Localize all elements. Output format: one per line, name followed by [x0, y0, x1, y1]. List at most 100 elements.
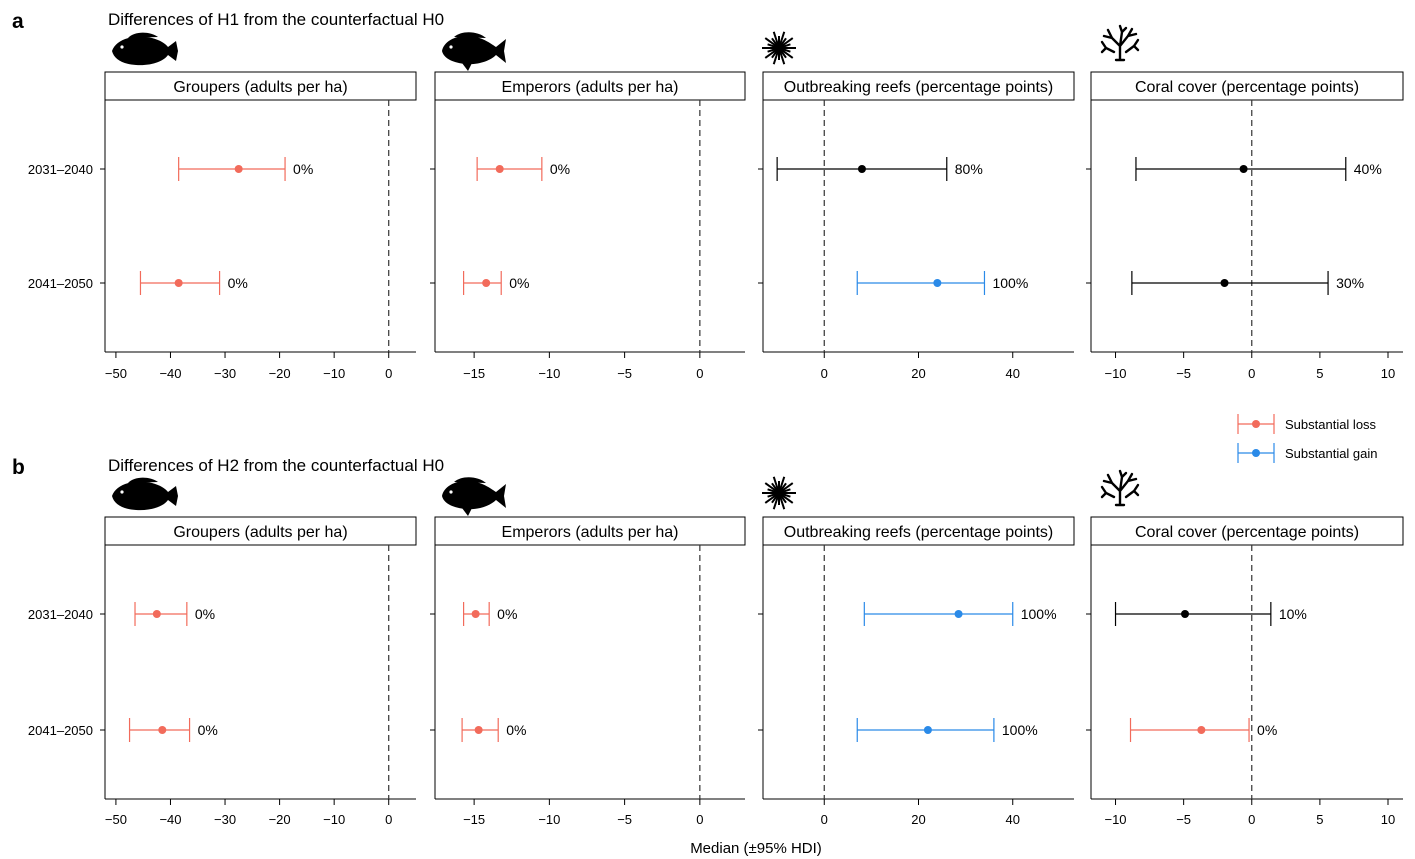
y-tick-label: 2041–2050 — [28, 276, 93, 291]
x-tick-label: 0 — [385, 812, 392, 827]
probability-label: 0% — [509, 275, 529, 291]
median-point — [174, 279, 183, 287]
median-point — [1220, 279, 1229, 287]
subplot-title: Outbreaking reefs (percentage points) — [784, 79, 1053, 96]
x-tick-label: −15 — [463, 366, 485, 381]
grouper-dorsal-fin — [128, 477, 158, 483]
subplot-a-3: Outbreaking reefs (percentage points) 0 20… — [758, 71, 1075, 381]
x-tick-label: 0 — [696, 812, 703, 827]
x-tick-label: 0 — [821, 366, 828, 381]
x-tick-label: −10 — [1104, 812, 1126, 827]
median-point — [152, 610, 161, 618]
grouper-eye — [120, 490, 124, 494]
emperor-icon-b — [442, 477, 506, 516]
x-tick-label: −50 — [105, 366, 127, 381]
subplot-b-3: Outbreaking reefs (percentage points) 0 20… — [758, 516, 1075, 827]
subplot-title: Groupers (adults per ha) — [173, 524, 347, 541]
y-tick-label: 2041–2050 — [28, 723, 93, 738]
x-tick-label: 40 — [1006, 812, 1020, 827]
emperor-body — [442, 35, 506, 65]
x-tick-label: −30 — [214, 366, 236, 381]
subplot-header-box — [104, 71, 417, 101]
panel-letter-a: a — [12, 10, 24, 33]
coral-icon-a — [1100, 24, 1140, 62]
coral-branches — [1100, 469, 1140, 507]
legend-item-loss: Substantial loss — [1237, 414, 1377, 434]
subplot-header-box — [762, 516, 1075, 546]
x-tick-label: −10 — [323, 366, 345, 381]
coral-icon-b — [1100, 469, 1140, 507]
emperor-pelvic-fin — [462, 508, 472, 516]
x-tick-label: 40 — [1006, 366, 1020, 381]
legend-point — [1252, 449, 1260, 457]
subplot-title: Emperors (adults per ha) — [502, 79, 679, 96]
grouper-body — [112, 481, 178, 511]
legend-label: Substantial gain — [1285, 446, 1378, 461]
subplot-title: Emperors (adults per ha) — [502, 524, 679, 541]
emperor-eye — [449, 490, 453, 494]
x-tick-label: −20 — [269, 812, 291, 827]
grouper-eye — [120, 45, 124, 49]
median-point — [471, 610, 480, 618]
legend-label: Substantial loss — [1285, 417, 1377, 432]
x-tick-label: 0 — [1248, 812, 1255, 827]
subplot-title: Groupers (adults per ha) — [173, 79, 347, 96]
emperor-dorsal-fin — [454, 477, 486, 483]
x-tick-label: −20 — [269, 366, 291, 381]
legend-item-gain: Substantial gain — [1237, 443, 1378, 463]
legend-point — [1252, 420, 1260, 428]
probability-label: 80% — [955, 161, 983, 177]
probability-label: 0% — [550, 161, 570, 177]
y-tick-label: 2031–2040 — [28, 607, 93, 622]
median-point — [1181, 610, 1190, 618]
median-point — [158, 726, 167, 734]
starfish-disc — [774, 43, 784, 53]
probability-label: 0% — [228, 275, 248, 291]
x-tick-label: 10 — [1381, 812, 1395, 827]
starfish-icon-b — [762, 476, 796, 510]
median-point — [474, 726, 483, 734]
median-point — [482, 279, 491, 287]
median-point — [954, 610, 963, 618]
x-tick-label: −5 — [617, 812, 632, 827]
starfish-icon-a — [762, 31, 796, 65]
probability-label: 30% — [1336, 275, 1364, 291]
x-tick-label: −30 — [214, 812, 236, 827]
probability-label: 10% — [1279, 606, 1307, 622]
probability-label: 0% — [293, 161, 313, 177]
probability-label: 0% — [195, 606, 215, 622]
x-tick-label: 10 — [1381, 366, 1395, 381]
x-tick-label: −15 — [463, 812, 485, 827]
grouper-icon-a — [112, 32, 178, 66]
subplot-header-box — [434, 71, 746, 101]
x-tick-label: 0 — [821, 812, 828, 827]
subplot-a-4: Coral cover (percentage points) −10 −5 0 5 10… — [1086, 71, 1404, 381]
subplot-header-box — [1090, 71, 1404, 101]
x-axis-label: Median (±95% HDI) — [690, 840, 822, 857]
grouper-icon-b — [112, 477, 178, 511]
x-tick-label: −40 — [159, 812, 181, 827]
probability-label: 100% — [992, 275, 1028, 291]
probability-label: 0% — [1257, 722, 1277, 738]
x-tick-label: 20 — [911, 366, 925, 381]
x-tick-label: −50 — [105, 812, 127, 827]
y-tick-label: 2031–2040 — [28, 162, 93, 177]
emperor-pelvic-fin — [462, 63, 472, 71]
subplot-title: Coral cover (percentage points) — [1135, 79, 1359, 96]
panel-letter-b: b — [12, 456, 25, 479]
x-tick-label: −5 — [1176, 366, 1191, 381]
median-point — [495, 165, 504, 173]
subplots: Groupers (adults per ha)−50 −40 −30 −20 −10 0… — [28, 71, 1404, 827]
subplot-b-2: Emperors (adults per ha) −15 −10 −5 0 0% 0% — [430, 516, 746, 827]
probability-label: 0% — [198, 722, 218, 738]
emperor-eye — [449, 45, 453, 49]
probability-label: 0% — [497, 606, 517, 622]
median-point — [923, 726, 932, 734]
legend: Substantial loss Substantial gain — [1237, 414, 1378, 463]
emperor-body — [442, 480, 506, 510]
x-tick-label: 0 — [1248, 366, 1255, 381]
subplot-title: Coral cover (percentage points) — [1135, 524, 1359, 541]
median-point — [1197, 726, 1206, 734]
probability-label: 100% — [1002, 722, 1038, 738]
